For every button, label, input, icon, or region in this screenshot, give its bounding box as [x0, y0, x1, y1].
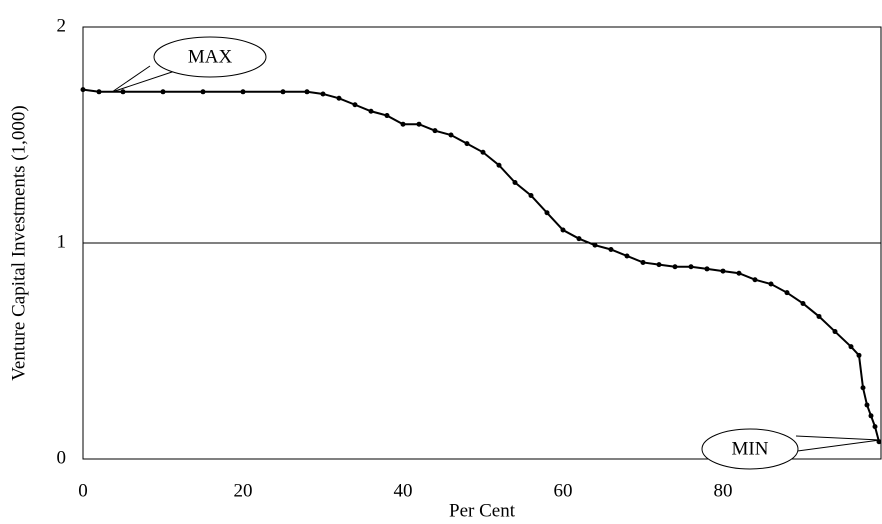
point [304, 89, 310, 95]
point [368, 108, 374, 114]
point [688, 264, 694, 270]
point [320, 91, 326, 97]
point [752, 277, 758, 283]
point [704, 266, 710, 272]
callout-joint [159, 60, 179, 72]
x-axis-label: Per Cent [449, 500, 516, 521]
point [656, 262, 662, 268]
point [736, 270, 742, 276]
callout-pointer [789, 435, 881, 453]
point [848, 344, 854, 350]
point [624, 253, 630, 259]
point [240, 89, 246, 95]
point [448, 132, 454, 138]
line-series [82, 88, 880, 442]
point [560, 227, 566, 233]
point [160, 89, 166, 95]
y-axis-label: Venture Capital Investments (1,000) [8, 105, 29, 380]
point [432, 128, 438, 134]
x-tick-label: 0 [78, 480, 88, 501]
point [464, 141, 470, 147]
point [384, 113, 390, 119]
point [416, 121, 422, 127]
y-tick-label: 0 [57, 447, 67, 468]
point [336, 95, 342, 101]
point [832, 329, 838, 335]
y-tick-label: 1 [57, 231, 67, 252]
annotation: MIN [732, 438, 769, 459]
x-tick-label: 40 [394, 480, 413, 501]
point [672, 264, 678, 270]
point [608, 246, 614, 252]
point [860, 385, 866, 391]
point [120, 89, 126, 95]
point [544, 210, 550, 216]
point [816, 313, 822, 319]
point [528, 192, 534, 198]
point [96, 89, 102, 95]
point [280, 89, 286, 95]
point [80, 87, 86, 93]
point [872, 424, 878, 430]
point [720, 268, 726, 274]
point [592, 242, 598, 248]
y-tick-label: 2 [57, 15, 67, 36]
point [480, 149, 486, 155]
max-callout: MAX [111, 36, 267, 93]
point [856, 352, 862, 358]
point [576, 236, 582, 242]
point [352, 102, 358, 108]
point [496, 162, 502, 168]
point [864, 402, 870, 408]
point [512, 180, 518, 186]
callout-bubble [701, 428, 799, 470]
x-tick-label: 20 [234, 480, 253, 501]
min-callout: MIN [701, 428, 881, 470]
x-tick-label: 60 [554, 480, 573, 501]
point [784, 290, 790, 296]
point [400, 121, 406, 127]
point [868, 413, 874, 419]
callout-bubble [153, 36, 267, 78]
x-tick-label: 80 [714, 480, 733, 501]
point [768, 281, 774, 287]
point [640, 259, 646, 265]
annotation: MAX [188, 46, 233, 67]
point [800, 300, 806, 306]
callout-pointer [111, 65, 179, 93]
point [200, 89, 206, 95]
